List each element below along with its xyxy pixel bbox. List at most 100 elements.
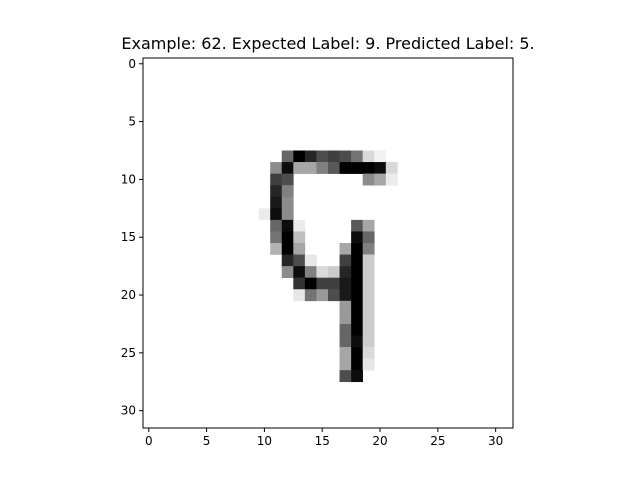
pixel-cell: [351, 335, 363, 348]
pixel-cell: [362, 219, 375, 232]
pixel-cell: [281, 196, 294, 209]
pixel-cell: [351, 300, 363, 313]
pixel-cell: [270, 162, 283, 174]
x-tick-label: 0: [145, 434, 153, 448]
y-tick-label: 15: [121, 230, 136, 244]
pixel-cell: [339, 312, 352, 325]
pixel-cell: [351, 231, 363, 244]
pixel-cell: [281, 231, 294, 244]
pixel-cell: [316, 277, 329, 290]
pixel-cell: [339, 277, 352, 290]
pixel-cell: [362, 162, 375, 174]
pixel-cell: [293, 150, 306, 163]
pixel-cell: [293, 266, 306, 278]
pixel-cell: [362, 300, 375, 313]
pixel-cell: [316, 266, 329, 278]
x-tick-label: 15: [315, 434, 330, 448]
pixel-cell: [374, 162, 387, 174]
pixel-cell: [351, 266, 363, 278]
pixel-cell: [351, 358, 363, 371]
pixel-cell: [281, 185, 294, 198]
x-tick-label: 5: [203, 434, 211, 448]
pixel-cell: [328, 289, 340, 302]
pixel-cell: [328, 162, 340, 174]
pixel-cell: [304, 150, 317, 163]
pixel-cell: [339, 347, 352, 359]
pixel-cell: [304, 254, 317, 267]
pixel-cell: [362, 335, 375, 348]
pixel-cell: [351, 312, 363, 325]
pixel-cell: [293, 231, 306, 244]
pixel-cell: [304, 289, 317, 302]
pixel-cell: [270, 219, 283, 232]
pixel-cell: [362, 289, 375, 302]
y-tick-label: 30: [121, 404, 136, 418]
pixel-cell: [351, 219, 363, 232]
pixel-cell: [281, 243, 294, 255]
pixel-cell: [351, 323, 363, 336]
pixel-cell: [362, 266, 375, 278]
pixel-cell: [339, 266, 352, 278]
pixel-cell: [351, 277, 363, 290]
pixel-cell: [304, 277, 317, 290]
chart-title: Example: 62. Expected Label: 9. Predicte…: [121, 34, 534, 53]
pixel-cell: [281, 162, 294, 174]
pixel-cell: [351, 243, 363, 255]
axis-ticks: 0 5 10 15 20 25 30 0 5 10 15 20 25 30: [121, 57, 504, 448]
pixel-cell: [293, 219, 306, 232]
pixel-cell: [270, 173, 283, 186]
pixel-cell: [328, 150, 340, 163]
y-tick-label: 20: [121, 288, 136, 302]
axes-frame: [142, 57, 514, 429]
pixel-cell: [351, 347, 363, 359]
pixel-cell: [270, 243, 283, 255]
pixel-cell: [339, 358, 352, 371]
pixel-cell: [281, 208, 294, 221]
x-tick-label: 25: [430, 434, 445, 448]
pixel-cell: [270, 208, 283, 221]
y-tick-label: 10: [121, 172, 136, 186]
image-heatmap: [258, 150, 398, 383]
pixel-cell: [385, 173, 398, 186]
x-tick-label: 10: [257, 434, 272, 448]
pixel-cell: [351, 150, 363, 163]
pixel-cell: [281, 173, 294, 186]
pixel-cell: [304, 162, 317, 174]
pixel-cell: [351, 254, 363, 267]
pixel-cell: [304, 266, 317, 278]
pixel-cell: [339, 335, 352, 348]
pixel-cell: [281, 254, 294, 267]
pixel-cell: [351, 162, 363, 174]
pixel-cell: [339, 323, 352, 336]
pixel-cell: [293, 277, 306, 290]
x-tick-label: 20: [372, 434, 387, 448]
x-tick-label: 30: [488, 434, 503, 448]
pixel-cell: [339, 243, 352, 255]
pixel-cell: [385, 162, 398, 174]
pixel-cell: [293, 243, 306, 255]
pixel-cell: [316, 150, 329, 163]
pixel-cell: [362, 173, 375, 186]
y-tick-label: 25: [121, 346, 136, 360]
pixel-cell: [362, 254, 375, 267]
pixel-cell: [293, 162, 306, 174]
pixel-cell: [362, 347, 375, 359]
pixel-cell: [339, 300, 352, 313]
y-tick-label: 5: [128, 115, 136, 129]
pixel-cell: [258, 208, 271, 221]
pixel-cell: [339, 162, 352, 174]
pixel-cell: [351, 370, 363, 383]
pixel-cell: [362, 277, 375, 290]
pixel-cell: [339, 254, 352, 267]
pixel-cell: [281, 266, 294, 278]
pixel-cell: [362, 150, 375, 163]
pixel-cell: [339, 370, 352, 383]
pixel-cell: [316, 289, 329, 302]
pixel-cell: [374, 173, 387, 186]
pixel-cell: [339, 289, 352, 302]
pixel-cell: [362, 312, 375, 325]
pixel-cell: [328, 266, 340, 278]
pixel-cell: [362, 243, 375, 255]
pixel-cell: [351, 289, 363, 302]
pixel-cell: [362, 231, 375, 244]
